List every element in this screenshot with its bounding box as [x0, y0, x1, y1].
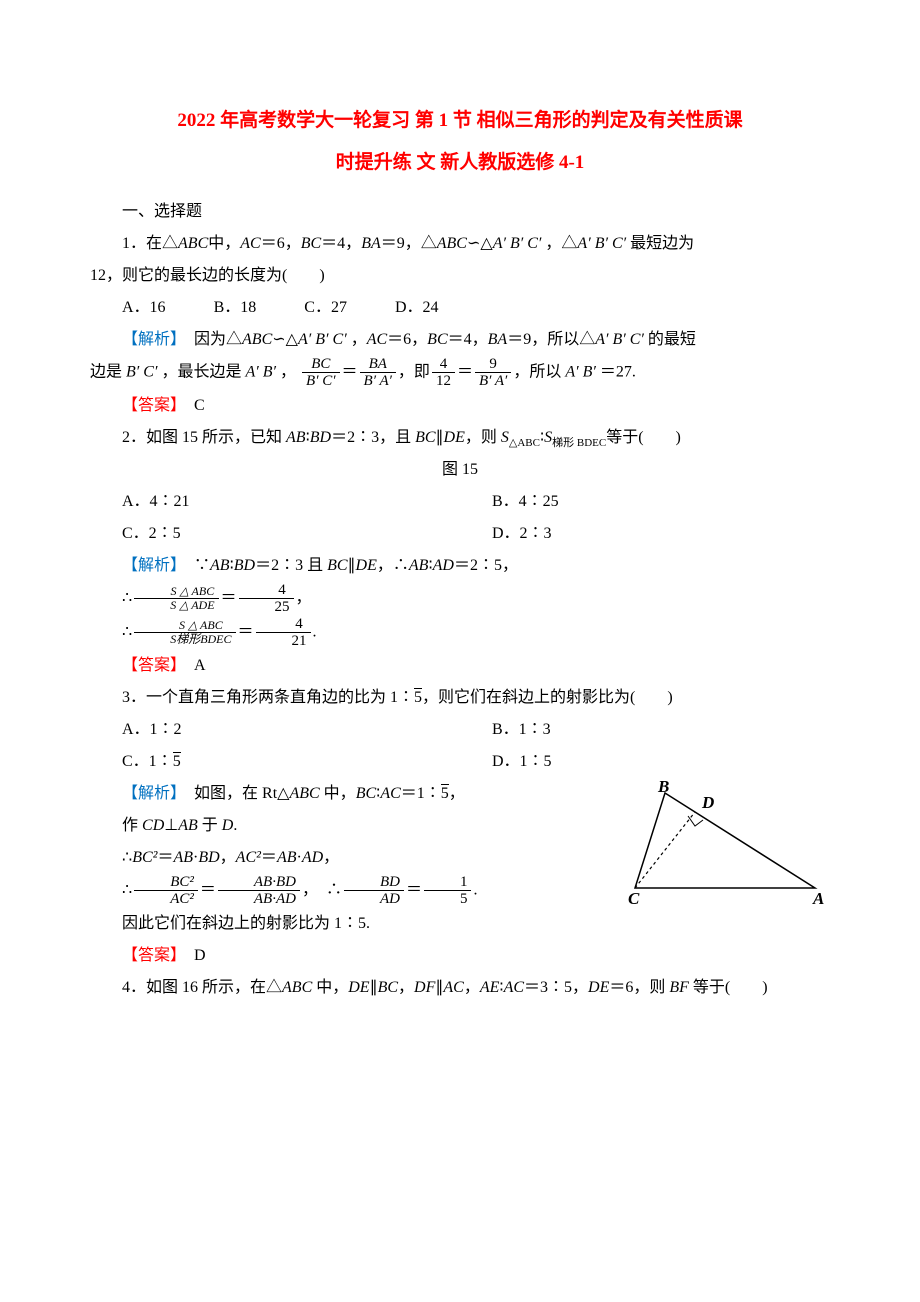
triangle-figure: B D C A [620, 778, 830, 920]
vertex-b: B [657, 778, 669, 796]
fraction: 9B′ A′ [475, 356, 511, 390]
doc-title: 2022 年高考数学大一轮复习 第 1 节 相似三角形的判定及有关性质课 时提升… [90, 100, 830, 184]
q3-options-row1: A．1∶2 B．1∶3 [90, 714, 830, 746]
fraction: BC²AC² [134, 874, 198, 908]
fraction: 421 [256, 616, 311, 650]
fraction: BDAD [344, 874, 404, 908]
q2-analysis: 【解析】 ∵AB∶BD＝2∶3 且 BC∥DE，∴AB∶AD＝2∶5， [90, 550, 830, 582]
fraction: 15 [424, 874, 472, 908]
title-line2: 时提升练 文 新人教版选修 4-1 [336, 152, 585, 173]
q2-answer: 【答案】 A [90, 650, 830, 682]
fraction: BAB′ A′ [360, 356, 396, 390]
answer-label: 【答案】 [122, 397, 178, 414]
fraction: S △ ABCS △ ADE [134, 585, 218, 612]
q1-stem-2: 12，则它的最长边的长度为( ) [90, 260, 830, 292]
q1-options: A．16 B．18 C．27 D．24 [90, 292, 830, 324]
vertex-c: C [628, 889, 640, 908]
analysis-label: 【解析】 [122, 785, 178, 802]
q2-stem: 2．如图 15 所示，已知 AB∶BD＝2∶3，且 BC∥DE，则 S△ABC∶… [90, 422, 830, 454]
q1-answer: 【答案】 C [90, 390, 830, 422]
answer-label: 【答案】 [122, 657, 178, 674]
vertex-a: A [812, 889, 824, 908]
q3-stem: 3．一个直角三角形两条直角边的比为 1∶5，则它们在斜边上的射影比为( ) [90, 682, 830, 714]
fraction: AB·BDAB·AD [218, 874, 300, 908]
q2-options-row1: A．4∶21 B．4∶25 [90, 486, 830, 518]
q1-stem: 1．在△ABC中，AC＝6，BC＝4，BA＝9，△ABC∽△A′ B′ C′ ，… [90, 228, 830, 260]
answer-label: 【答案】 [122, 947, 178, 964]
analysis-label: 【解析】 [122, 557, 178, 574]
q1-analysis: 【解析】 因为△ABC∽△A′ B′ C′ ，AC＝6，BC＝4，BA＝9，所以… [90, 324, 830, 356]
q3-options-row2: C．1∶5 D．1∶5 [90, 746, 830, 778]
figure-caption: 图 15 [90, 454, 830, 486]
q2-formula-1: ∴S △ ABCS △ ADE＝425， [90, 582, 830, 616]
fraction: 412 [432, 356, 455, 390]
fraction: S △ ABCS梯形BDEC [134, 619, 235, 646]
fraction: 425 [239, 582, 294, 616]
q1-analysis-2: 边是 B′ C′ ，最长边是 A′ B′ ， BCB′ C′＝BAB′ A′，即… [90, 356, 830, 390]
vertex-d: D [701, 793, 714, 812]
q3-answer: 【答案】 D [90, 940, 830, 972]
q2-options-row2: C．2∶5 D．2∶3 [90, 518, 830, 550]
title-line1: 2022 年高考数学大一轮复习 第 1 节 相似三角形的判定及有关性质课 [177, 110, 742, 131]
section-header: 一、选择题 [90, 196, 830, 228]
fraction: BCB′ C′ [302, 356, 339, 390]
analysis-label: 【解析】 [122, 331, 178, 348]
q2-formula-2: ∴S △ ABCS梯形BDEC＝421. [90, 616, 830, 650]
q4-stem: 4．如图 16 所示，在△ABC 中，DE∥BC，DF∥AC，AE∶AC＝3∶5… [90, 972, 830, 1004]
